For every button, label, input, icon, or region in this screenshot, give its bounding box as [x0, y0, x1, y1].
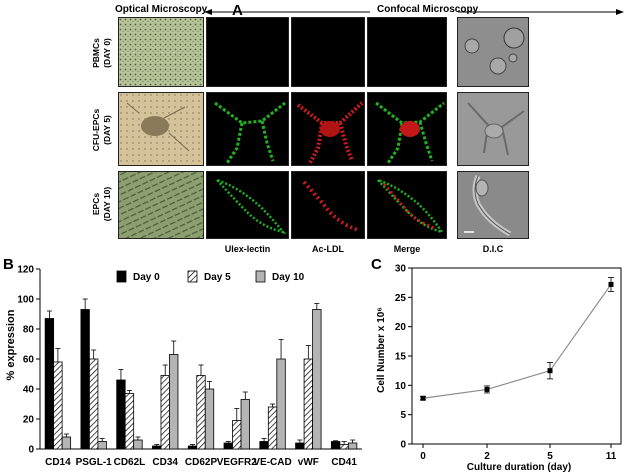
bar-day-5: [89, 358, 99, 450]
optical-image-day10: [118, 171, 204, 239]
bar-day-10: [61, 436, 72, 450]
bar-day-10: [347, 442, 358, 450]
bar-day-0: [152, 445, 162, 450]
y-tick-label: 80: [23, 325, 35, 336]
bar-day-0: [44, 318, 55, 450]
data-point: [547, 368, 553, 374]
bar-day-10: [204, 388, 215, 450]
ac-ldl-image-day5: [291, 92, 365, 166]
dic-image-day5: [457, 92, 529, 166]
bar-day-5: [303, 358, 313, 450]
bar-day-5: [196, 375, 206, 450]
y-tick-label: 25: [395, 293, 407, 304]
legend-swatch: [255, 270, 266, 283]
y-tick-label: 40: [23, 385, 35, 396]
column-label-ac-ldl: Ac-LDL: [312, 244, 344, 254]
y-tick-label: 100: [17, 295, 34, 306]
data-point: [608, 281, 614, 287]
category-label: PSGL-1: [76, 457, 113, 468]
bar-day-10: [240, 399, 250, 450]
bar-day-10: [169, 354, 179, 450]
y-tick-label: 60: [23, 355, 35, 366]
y-axis-label: % expression: [5, 309, 17, 380]
confocal-microscopy-header: Confocal Microscopy: [377, 4, 479, 15]
ulex-lectin-image-day10: [206, 171, 289, 239]
panel-a-letter: A: [232, 2, 243, 19]
merge-image-day0: [367, 17, 447, 87]
category-label: VE-CAD: [253, 457, 291, 468]
bar-day-0: [80, 309, 90, 450]
x-axis-label: Culture duration (day): [467, 462, 571, 473]
category-label: VEGFR2: [217, 457, 257, 468]
category-label: vWF: [298, 457, 319, 468]
category-label: CD62P: [185, 457, 218, 468]
y-tick-label: 0: [400, 440, 406, 451]
y-tick-label: 30: [395, 264, 407, 275]
optical-microscopy-header: Optical Microscopy: [115, 4, 208, 15]
y-tick-label: 0: [28, 445, 34, 456]
dic-image-day10: [457, 171, 529, 239]
bar-day-10: [97, 441, 107, 450]
column-label-dic: D.I.C: [482, 244, 504, 254]
bar-day-5: [53, 361, 63, 450]
ac-ldl-image-day10: [291, 171, 365, 239]
bar-day-0: [223, 442, 233, 450]
row-label-pbmcs: PBMCs (DAY 0): [91, 38, 112, 68]
bar-day-0: [330, 441, 341, 450]
x-tick-label: 5: [547, 451, 553, 462]
y-axis-label: Cell Number x 10⁶: [376, 307, 387, 393]
bar-day-0: [116, 379, 126, 450]
legend-label: Day 0: [133, 272, 160, 283]
bar-day-0: [259, 441, 269, 450]
panel-c-letter: C: [371, 256, 382, 273]
legend-label: Day 10: [272, 272, 305, 283]
data-point: [420, 395, 426, 401]
category-label: CD14: [45, 457, 71, 468]
bar-day-0: [295, 442, 305, 450]
category-label: CD62L: [114, 457, 146, 468]
category-label: CD34: [152, 457, 178, 468]
dic-image-day0: [457, 17, 529, 87]
merge-image-day10: [367, 171, 447, 239]
legend-swatch: [187, 270, 198, 283]
y-tick-label: 5: [400, 410, 406, 421]
optical-image-day5: [118, 92, 204, 166]
ac-ldl-image-day0: [291, 17, 365, 87]
bar-day-5: [339, 444, 349, 450]
data-point: [484, 386, 490, 392]
y-tick-label: 20: [23, 415, 35, 426]
confocal-range-arrow: [204, 9, 624, 15]
bar-day-0: [187, 445, 198, 450]
panel-b-letter: B: [3, 256, 14, 273]
category-label: CD41: [331, 457, 357, 468]
series-line: [422, 284, 612, 399]
bar-day-5: [267, 406, 278, 450]
ulex-lectin-image-day0: [206, 17, 289, 87]
y-tick-label: 20: [395, 322, 407, 333]
legend-label: Day 5: [204, 272, 231, 283]
y-tick-label: 120: [17, 265, 34, 276]
optical-image-day0: [118, 17, 204, 87]
y-tick-label: 10: [395, 381, 407, 392]
row-label-cfu-epcs: CFU-EPCs (DAY 5): [91, 108, 112, 152]
column-label-merge: Merge: [393, 244, 421, 254]
bar-day-5: [160, 375, 170, 450]
legend-swatch: [116, 270, 127, 283]
column-label-ulex-lectin: Ulex-lectin: [224, 244, 271, 254]
x-tick-label: 2: [484, 451, 490, 462]
bar-day-10: [312, 309, 322, 450]
bar-day-5: [232, 420, 242, 450]
bar-day-10: [276, 358, 286, 450]
y-tick-label: 15: [395, 352, 407, 363]
bar-day-5: [124, 393, 135, 450]
plot-frame: [411, 267, 622, 445]
merge-image-day5: [367, 92, 447, 166]
x-tick-label: 0: [420, 451, 426, 462]
bar-day-10: [133, 439, 143, 450]
ulex-lectin-image-day5: [206, 92, 289, 166]
x-tick-label: 11: [606, 451, 617, 462]
row-label-epcs: EPCs (DAY 10): [91, 186, 112, 222]
